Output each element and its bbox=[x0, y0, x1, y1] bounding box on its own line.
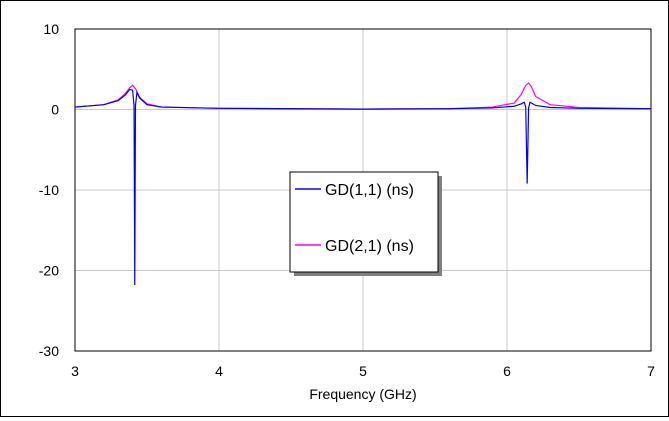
legend: GD(1,1) (ns) GD(2,1) (ns) bbox=[289, 171, 442, 276]
x-tick-label: 7 bbox=[647, 363, 655, 379]
y-tick-label: 0 bbox=[51, 102, 59, 118]
series-layer bbox=[75, 82, 651, 285]
x-tick-label: 5 bbox=[359, 363, 367, 379]
y-tick-label: -20 bbox=[39, 263, 59, 279]
plot-area bbox=[74, 28, 652, 352]
legend-label: GD(1,1) (ns) bbox=[325, 182, 414, 199]
y-tick-label: -30 bbox=[39, 343, 59, 359]
y-tick-label: -10 bbox=[39, 182, 59, 198]
x-tick-label: 6 bbox=[503, 363, 511, 379]
y-tick-label: 10 bbox=[43, 21, 59, 37]
series-line-gd-1-1-ns bbox=[75, 88, 651, 285]
x-tick-label: 4 bbox=[215, 363, 223, 379]
y-tick-labels: 10 0 -10 -20 -30 bbox=[39, 21, 59, 359]
x-axis-label: Frequency (GHz) bbox=[309, 386, 416, 402]
legend-label: GD(2,1) (ns) bbox=[325, 238, 414, 255]
x-tick-label: 3 bbox=[71, 363, 79, 379]
x-tick-labels: 3 4 5 6 7 bbox=[71, 363, 655, 379]
